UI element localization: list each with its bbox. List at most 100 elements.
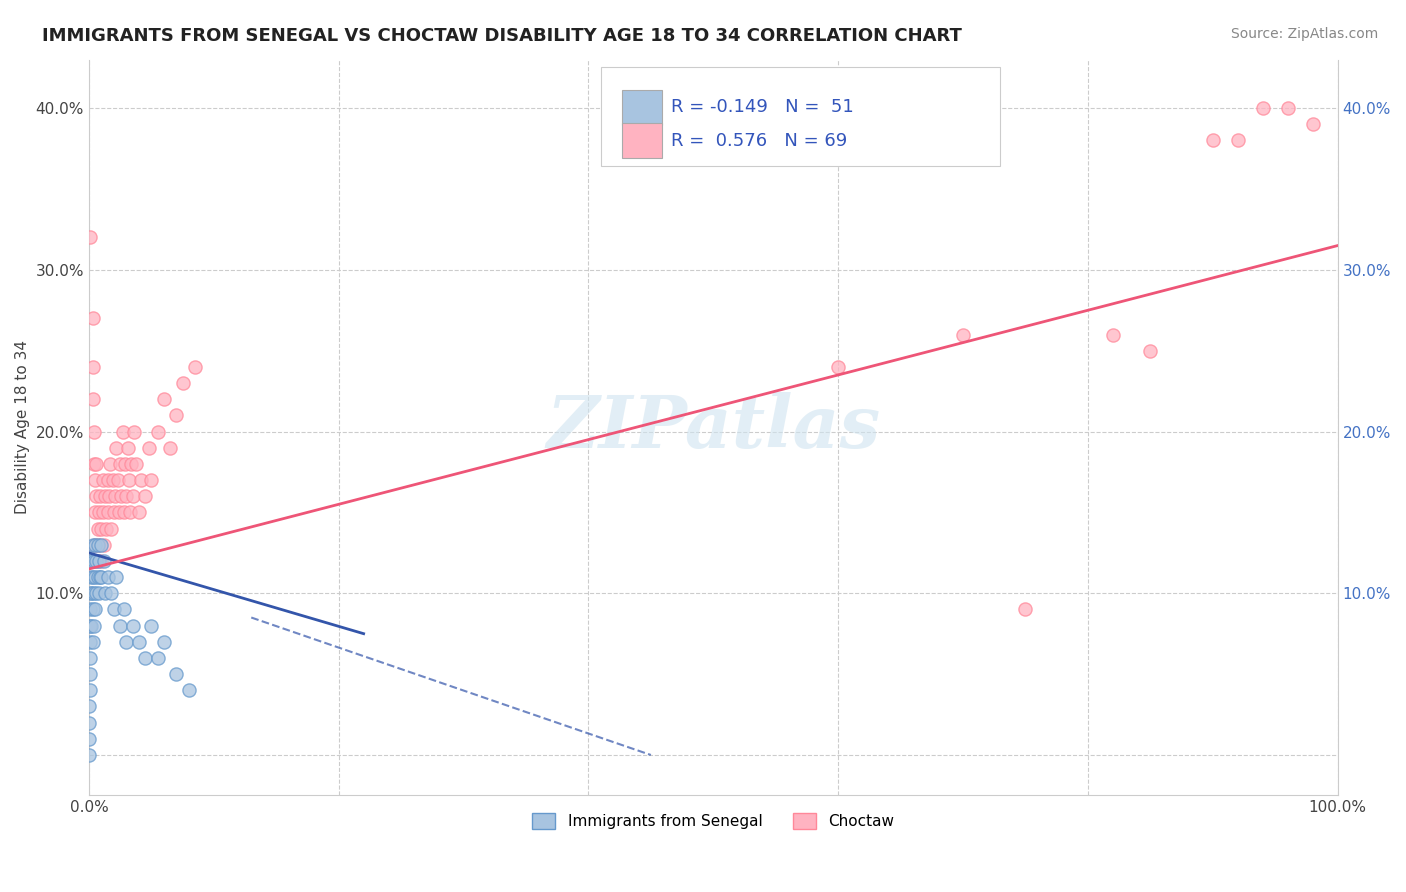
Point xyxy=(110,489,132,503)
Point xyxy=(82,538,104,552)
Point xyxy=(108,618,131,632)
Point xyxy=(97,570,120,584)
Point xyxy=(1302,117,1324,131)
Point xyxy=(86,586,108,600)
Point xyxy=(104,489,127,503)
Point xyxy=(141,473,163,487)
Point xyxy=(177,683,200,698)
Point xyxy=(97,473,120,487)
Point xyxy=(90,522,112,536)
Point xyxy=(122,425,145,439)
FancyBboxPatch shape xyxy=(621,123,662,158)
Point xyxy=(77,715,100,730)
Point xyxy=(103,505,125,519)
Point xyxy=(89,570,111,584)
Point xyxy=(134,489,156,503)
Point xyxy=(84,473,107,487)
Legend: Immigrants from Senegal, Choctaw: Immigrants from Senegal, Choctaw xyxy=(526,807,900,836)
Point xyxy=(114,457,136,471)
Point xyxy=(83,425,105,439)
Text: ZIPatlas: ZIPatlas xyxy=(546,392,880,463)
Text: R = -0.149   N =  51: R = -0.149 N = 51 xyxy=(671,98,853,117)
Point xyxy=(84,538,107,552)
FancyBboxPatch shape xyxy=(600,67,1001,166)
Point xyxy=(77,699,100,714)
Point xyxy=(146,651,169,665)
Point xyxy=(84,570,107,584)
Point xyxy=(80,586,103,600)
Point xyxy=(79,667,101,681)
Point xyxy=(96,522,118,536)
Point xyxy=(172,376,194,390)
Point xyxy=(80,586,103,600)
Point xyxy=(117,441,139,455)
Point xyxy=(87,554,110,568)
Point xyxy=(82,602,104,616)
Point xyxy=(97,505,120,519)
Point xyxy=(100,586,122,600)
Point xyxy=(84,538,107,552)
Text: R =  0.576   N = 69: R = 0.576 N = 69 xyxy=(671,131,846,150)
Point xyxy=(146,425,169,439)
Point xyxy=(87,538,110,552)
Point xyxy=(827,359,849,374)
Point xyxy=(103,602,125,616)
Point xyxy=(79,683,101,698)
Point xyxy=(80,554,103,568)
Point xyxy=(120,505,142,519)
FancyBboxPatch shape xyxy=(621,90,662,125)
Point xyxy=(83,586,105,600)
Point xyxy=(153,392,176,407)
Point xyxy=(128,505,150,519)
Point xyxy=(115,489,138,503)
Point xyxy=(90,570,112,584)
Point xyxy=(82,570,104,584)
Point xyxy=(121,489,143,503)
Point xyxy=(90,554,112,568)
Text: Source: ZipAtlas.com: Source: ZipAtlas.com xyxy=(1230,27,1378,41)
Point xyxy=(107,473,129,487)
Point xyxy=(94,489,117,503)
Point xyxy=(134,651,156,665)
Point xyxy=(1251,101,1274,115)
Point xyxy=(108,457,131,471)
Point xyxy=(79,618,101,632)
Point xyxy=(100,522,122,536)
Point xyxy=(141,618,163,632)
Text: IMMIGRANTS FROM SENEGAL VS CHOCTAW DISABILITY AGE 18 TO 34 CORRELATION CHART: IMMIGRANTS FROM SENEGAL VS CHOCTAW DISAB… xyxy=(42,27,962,45)
Point xyxy=(1202,133,1225,147)
Point xyxy=(86,457,108,471)
Point xyxy=(86,538,108,552)
Point xyxy=(121,618,143,632)
Point xyxy=(82,311,104,326)
Point xyxy=(184,359,207,374)
Point xyxy=(120,457,142,471)
Point xyxy=(84,602,107,616)
Point xyxy=(80,570,103,584)
Point xyxy=(118,473,141,487)
Point xyxy=(87,505,110,519)
Point xyxy=(86,489,108,503)
Point xyxy=(87,586,110,600)
Point xyxy=(86,522,108,536)
Point xyxy=(84,505,107,519)
Point xyxy=(105,570,128,584)
Point xyxy=(97,489,120,503)
Point xyxy=(86,570,108,584)
Point xyxy=(101,473,124,487)
Point xyxy=(111,425,134,439)
Point xyxy=(82,392,104,407)
Point xyxy=(83,554,105,568)
Point xyxy=(80,618,103,632)
Point xyxy=(108,505,131,519)
Point xyxy=(112,505,135,519)
Point xyxy=(91,505,114,519)
Point xyxy=(79,651,101,665)
Point xyxy=(165,667,187,681)
Point xyxy=(1226,133,1249,147)
Point xyxy=(82,634,104,648)
Point xyxy=(112,602,135,616)
Point xyxy=(79,230,101,244)
Point xyxy=(77,747,100,762)
Point xyxy=(128,634,150,648)
